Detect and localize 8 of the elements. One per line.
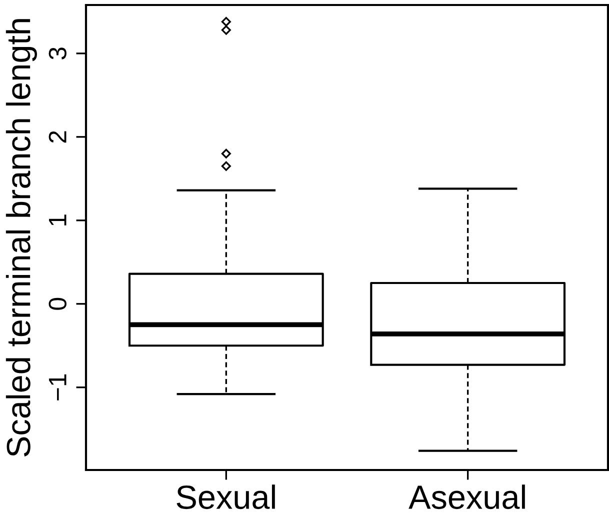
y-tick-label: 2 [48, 131, 66, 143]
x-tick-label: Asexual [408, 484, 525, 510]
y-tick-label: −1 [49, 374, 66, 400]
y-tick-label: 0 [48, 298, 66, 310]
y-axis-title: Scaled terminal branch length [6, 19, 37, 456]
y-tick-label: 3 [48, 48, 66, 60]
y-tick-label: 1 [49, 214, 66, 226]
x-tick-label: Sexual [176, 484, 275, 510]
